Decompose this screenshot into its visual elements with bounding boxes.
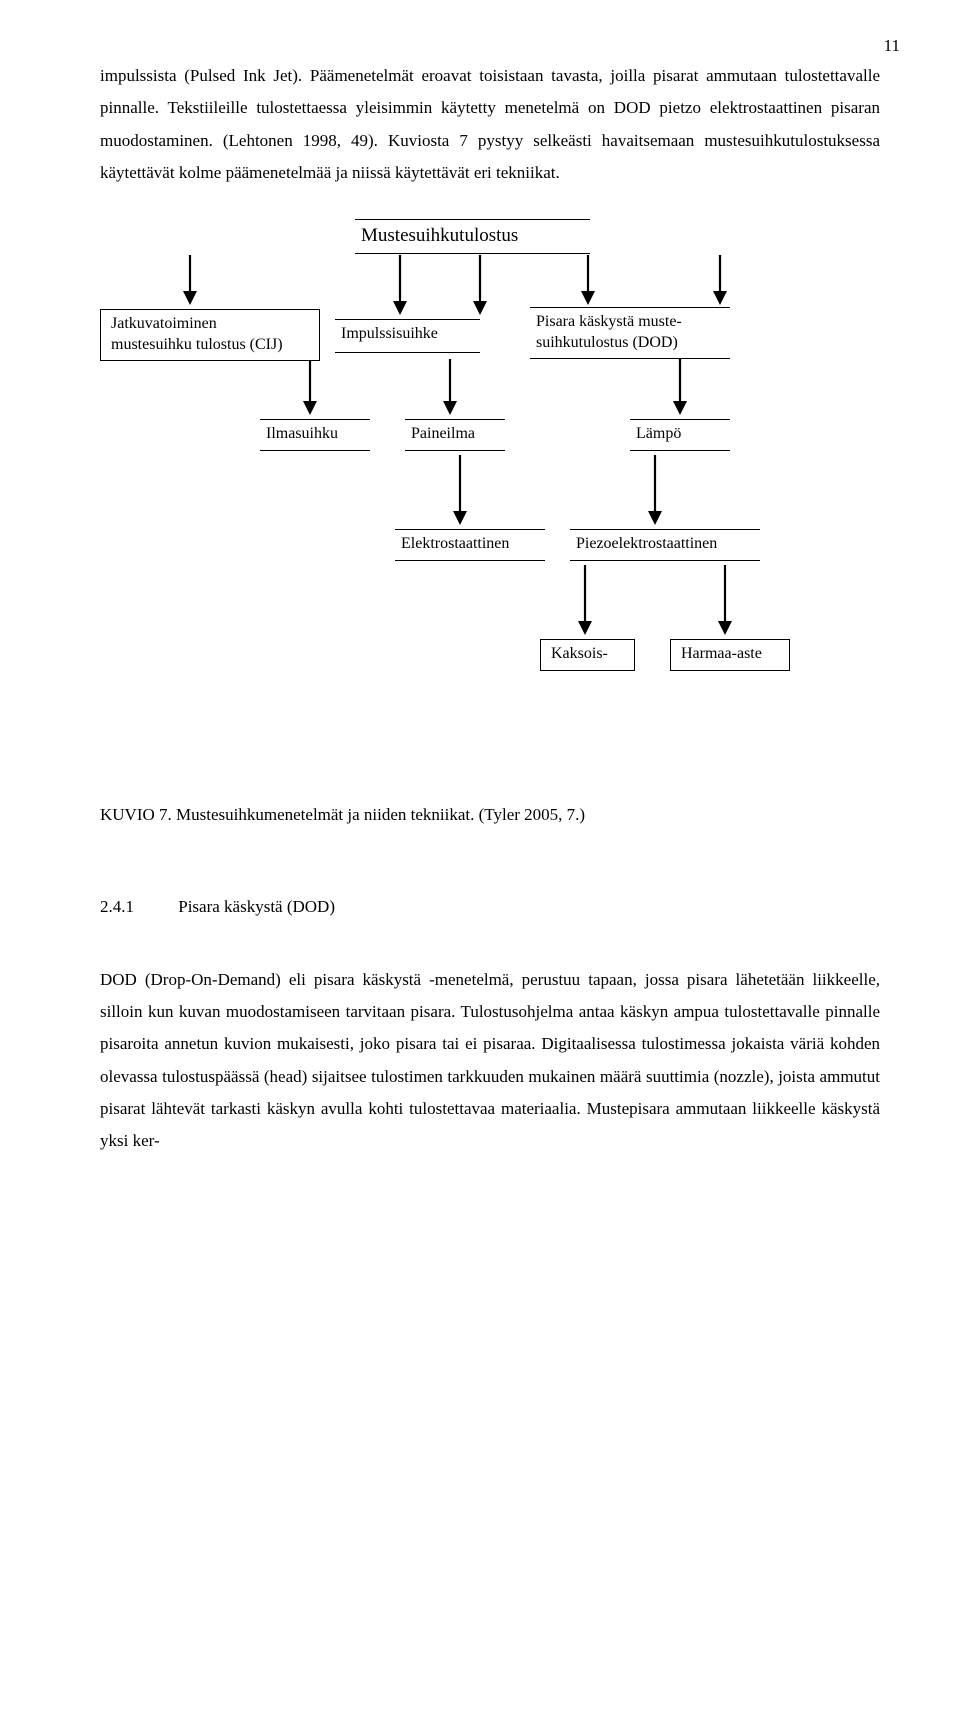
diagram-node: Paineilma <box>405 419 505 451</box>
diagram-node: Mustesuihkutulostus <box>355 219 590 254</box>
diagram-node: Impulssisuihke <box>335 319 480 353</box>
section-title: Pisara käskystä (DOD) <box>178 897 335 916</box>
diagram-node: Elektrostaattinen <box>395 529 545 561</box>
diagram-arrows <box>100 219 800 699</box>
diagram-node: Ilmasuihku <box>260 419 370 451</box>
section-number: 2.4.1 <box>100 891 134 923</box>
page-number: 11 <box>884 30 900 62</box>
diagram-node: Pisara käskystä muste-suihkutulostus (DO… <box>530 307 730 359</box>
diagram-node: Lämpö <box>630 419 730 451</box>
diagram-node: Jatkuvatoiminenmustesuihku tulostus (CIJ… <box>100 309 320 361</box>
section-heading: 2.4.1 Pisara käskystä (DOD) <box>100 891 880 923</box>
diagram-node: Harmaa-aste <box>670 639 790 671</box>
diagram: Mustesuihkutulostus Jatkuvatoiminenmustes… <box>100 219 880 759</box>
body-paragraph-1: impulssista (Pulsed Ink Jet). Päämenetel… <box>100 60 880 189</box>
diagram-node: Piezoelektrostaattinen <box>570 529 760 561</box>
figure-caption: KUVIO 7. Mustesuihkumenetelmät ja niiden… <box>100 799 880 831</box>
body-paragraph-2: DOD (Drop-On-Demand) eli pisara käskystä… <box>100 964 880 1158</box>
diagram-node: Kaksois- <box>540 639 635 671</box>
